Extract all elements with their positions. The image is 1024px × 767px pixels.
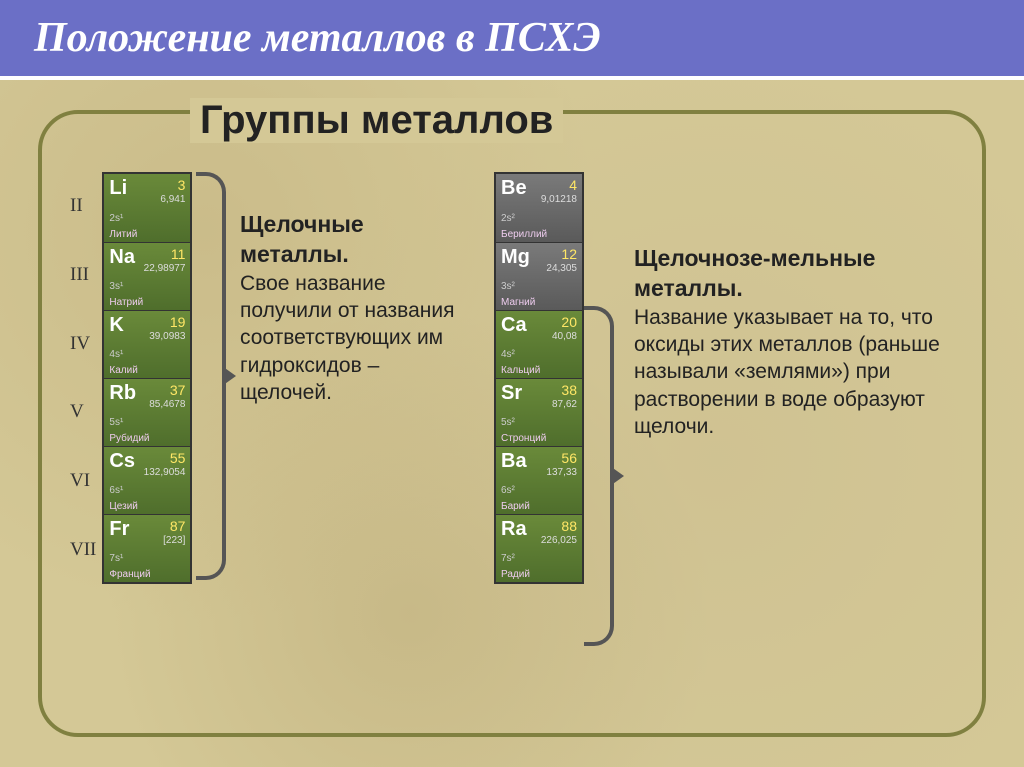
element-symbol: Rb	[109, 382, 136, 405]
element-symbol: Ra	[501, 518, 527, 541]
element-mass: 132,9054	[144, 467, 186, 478]
slide-title: Положение металлов в ПСХЭ	[34, 15, 601, 61]
element-symbol: K	[109, 314, 123, 337]
element-name: Радий	[501, 569, 530, 580]
period-label: VI	[70, 447, 96, 515]
group2-column: Be 49,01218 2s² Бериллий Mg 1224,305 3s² Магний…	[494, 172, 584, 584]
element-config: 6s¹	[109, 485, 123, 496]
element-number: 37	[170, 382, 186, 398]
element-symbol: Be	[501, 177, 527, 200]
element-name: Бериллий	[501, 229, 547, 240]
period-label: II	[70, 172, 96, 240]
element-mass: [223]	[163, 535, 185, 546]
element-cell-rb: Rb 3785,4678 5s¹ Рубидий	[104, 378, 190, 446]
group2-title: Щелочнозе-мельные металлы.	[634, 245, 875, 301]
group1-title: Щелочные металлы.	[240, 211, 364, 267]
element-number: 88	[561, 518, 577, 534]
period-labels: IIIIIIVVVIVII	[70, 172, 96, 584]
group1-element-stack: Li 36,941 2s¹ Литий Na 1122,98977 3s¹ Натрий K 19…	[102, 172, 192, 584]
element-cell-ba: Ba 56137,33 6s² Барий	[496, 446, 582, 514]
element-symbol: Na	[109, 246, 135, 269]
element-cell-k: K 1939,0983 4s¹ Калий	[104, 310, 190, 378]
element-mass: 226,025	[541, 535, 577, 546]
element-name: Кальций	[501, 365, 540, 376]
element-number: 38	[561, 382, 577, 398]
element-symbol: Fr	[109, 518, 129, 541]
element-config: 3s²	[501, 281, 515, 292]
element-mass: 40,08	[552, 331, 577, 342]
period-label: IV	[70, 310, 96, 378]
element-name: Магний	[501, 297, 535, 308]
element-cell-ra: Ra 88226,025 7s² Радий	[496, 514, 582, 582]
element-config: 2s¹	[109, 213, 123, 224]
element-name: Франций	[109, 569, 150, 580]
element-config: 5s²	[501, 417, 515, 428]
element-number: 20	[561, 314, 577, 330]
element-cell-mg: Mg 1224,305 3s² Магний	[496, 242, 582, 310]
element-config: 6s²	[501, 485, 515, 496]
element-config: 4s²	[501, 349, 515, 360]
element-mass: 87,62	[552, 399, 577, 410]
period-label: V	[70, 378, 96, 446]
group2-text: Щелочнозе-мельные металлы. Название указ…	[634, 244, 974, 440]
element-cell-fr: Fr 87[223] 7s¹ Франций	[104, 514, 190, 582]
element-mass: 9,01218	[541, 194, 577, 205]
element-cell-sr: Sr 3887,62 5s² Стронций	[496, 378, 582, 446]
element-symbol: Sr	[501, 382, 522, 405]
element-number: 19	[170, 314, 186, 330]
element-config: 5s¹	[109, 417, 123, 428]
group1-text: Щелочные металлы. Свое название получили…	[240, 210, 470, 406]
element-number: 87	[170, 518, 186, 534]
element-config: 3s¹	[109, 281, 123, 292]
element-config: 4s¹	[109, 349, 123, 360]
subtitle: Группы металлов	[190, 98, 563, 143]
element-number: 55	[170, 450, 186, 466]
element-number: 3	[178, 177, 186, 193]
element-mass: 85,4678	[149, 399, 185, 410]
element-name: Цезий	[109, 501, 138, 512]
group2-element-stack: Be 49,01218 2s² Бериллий Mg 1224,305 3s² Магний…	[494, 172, 584, 584]
group1-body: Свое название получили от названия соотв…	[240, 272, 454, 404]
element-symbol: Ba	[501, 450, 527, 473]
group1-column: IIIIIIVVVIVII Li36,9412s¹ЛитийNa1122,989…	[70, 172, 192, 584]
period-label: III	[70, 241, 96, 309]
element-name: Литий	[109, 229, 137, 240]
element-mass: 6,941	[160, 194, 185, 205]
element-name: Барий	[501, 501, 530, 512]
element-mass: 137,33	[546, 467, 577, 478]
element-mass: 39,0983	[149, 331, 185, 342]
element-config: 7s¹	[109, 553, 123, 564]
element-number: 56	[561, 450, 577, 466]
element-config: 7s²	[501, 553, 515, 564]
element-name: Стронций	[501, 433, 546, 444]
brace-group2	[584, 306, 614, 646]
element-symbol: Li	[109, 177, 127, 200]
element-cell-cs: Cs 55132,9054 6s¹ Цезий	[104, 446, 190, 514]
element-cell-na: Na 1122,98977 3s¹ Натрий	[104, 242, 190, 310]
element-number: 12	[561, 246, 577, 262]
element-config: 2s²	[501, 213, 515, 224]
element-mass: 24,305	[546, 263, 577, 274]
element-cell-ca: Ca 2040,08 4s² Кальций	[496, 310, 582, 378]
element-symbol: Cs	[109, 450, 135, 473]
element-name: Рубидий	[109, 433, 149, 444]
element-mass: 22,98977	[144, 263, 186, 274]
period-label: VII	[70, 516, 96, 584]
slide-header: Положение металлов в ПСХЭ	[0, 0, 1024, 80]
element-cell-be: Be 49,01218 2s² Бериллий	[496, 174, 582, 242]
element-name: Натрий	[109, 297, 143, 308]
group2-body: Название указывает на то, что оксиды эти…	[634, 306, 940, 438]
element-number: 4	[569, 177, 577, 193]
brace-group1	[196, 172, 226, 580]
element-symbol: Ca	[501, 314, 527, 337]
element-cell-li: Li 36,941 2s¹ Литий	[104, 174, 190, 242]
element-number: 11	[171, 246, 186, 262]
element-symbol: Mg	[501, 246, 530, 269]
element-name: Калий	[109, 365, 137, 376]
